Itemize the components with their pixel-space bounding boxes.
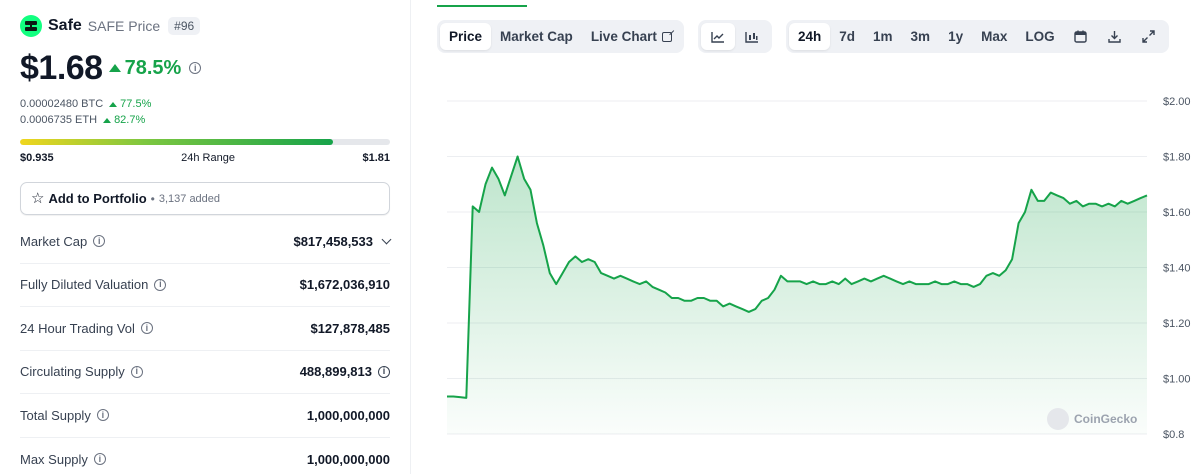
- external-link-icon: [661, 31, 672, 42]
- add-to-portfolio-label: Add to Portfolio: [48, 191, 147, 206]
- stat-value: $1,672,036,910: [299, 277, 390, 293]
- y-tick-label: $1.20: [1163, 318, 1191, 330]
- calendar-icon: [1074, 30, 1087, 43]
- y-tick-label: $1.60: [1163, 207, 1191, 219]
- range-1m[interactable]: 1m: [873, 29, 893, 44]
- chart-panel: Price Market Cap Live Chart 24h 7d 1m 3m…: [410, 0, 1200, 474]
- stat-label: Market Cap: [20, 233, 88, 249]
- btc-change: 77.5%: [109, 98, 151, 110]
- range-label: 24h Range: [181, 152, 235, 164]
- price-chart[interactable]: $2.00 $1.80 $1.60 $1.40 $1.20 $1.00 $0.8: [411, 60, 1200, 474]
- range-bar: [20, 139, 390, 145]
- info-icon[interactable]: i: [93, 453, 106, 466]
- current-price: $1.68: [20, 48, 103, 87]
- price-area-fill: [447, 156, 1147, 434]
- range-high: $1.81: [362, 152, 390, 164]
- up-arrow-icon: [103, 117, 112, 123]
- fullscreen-button[interactable]: [1132, 23, 1166, 50]
- stat-label: Circulating Supply: [20, 364, 125, 380]
- stat-value: $817,458,533: [293, 233, 373, 249]
- stat-label: Fully Diluted Valuation: [20, 277, 149, 293]
- btc-price: 0.00002480 BTC: [20, 98, 104, 110]
- coingecko-logo-icon: [1047, 408, 1069, 430]
- price-change-24h: 78.5%: [124, 56, 182, 79]
- eth-conversion: 0.0006735 ETH 82.7%: [20, 114, 145, 126]
- range-max[interactable]: Max: [981, 29, 1008, 44]
- download-button[interactable]: [1098, 23, 1132, 50]
- y-tick-label: $1.40: [1163, 263, 1191, 275]
- btc-conversion: 0.00002480 BTC 77.5%: [20, 98, 151, 110]
- y-tick-label: $1.00: [1163, 374, 1191, 386]
- info-icon[interactable]: i: [189, 62, 202, 74]
- range-labels: $0.935 24h Range $1.81: [20, 152, 390, 164]
- stat-value: 1,000,000,000: [306, 407, 390, 423]
- rank-badge: #96: [168, 17, 201, 35]
- stat-value: $127,878,485: [310, 320, 390, 336]
- stat-value: 1,000,000,000: [306, 451, 390, 467]
- view-toggle-group: Price Market Cap Live Chart: [437, 20, 684, 53]
- tab-live-chart[interactable]: Live Chart: [582, 23, 681, 50]
- info-icon[interactable]: i: [140, 322, 153, 335]
- stat-label: 24 Hour Trading Vol: [20, 320, 135, 336]
- range-7d[interactable]: 7d: [839, 29, 856, 44]
- coingecko-watermark: CoinGecko: [1047, 408, 1137, 430]
- time-range-group: 24h 7d 1m 3m 1y Max LOG: [786, 20, 1169, 53]
- active-tab-indicator: [437, 5, 527, 7]
- coin-summary-panel: Safe SAFE Price #96 $1.68 78.5% i 0.0000…: [0, 0, 410, 474]
- range-1y[interactable]: 1y: [948, 29, 964, 44]
- stat-value: 488,899,813: [299, 364, 372, 380]
- coin-symbol-label: SAFE Price: [87, 18, 161, 34]
- info-icon[interactable]: i: [154, 278, 167, 291]
- line-chart-button[interactable]: [701, 23, 735, 50]
- log-scale-toggle[interactable]: LOG: [1025, 29, 1055, 44]
- stat-label: Max Supply: [20, 451, 88, 467]
- price-series-line: [447, 155, 1148, 399]
- y-tick-label: $2.00: [1163, 96, 1191, 108]
- portfolio-separator: •: [150, 191, 155, 206]
- coin-header: Safe SAFE Price #96: [20, 14, 201, 38]
- tab-price[interactable]: Price: [440, 23, 492, 50]
- live-chart-label: Live Chart: [590, 29, 657, 44]
- safe-logo-icon: [20, 15, 42, 37]
- y-tick-label: $0.8: [1163, 429, 1184, 441]
- range-3m[interactable]: 3m: [910, 29, 931, 44]
- stat-row-market-cap: Market Cap i $817,458,533: [20, 220, 392, 264]
- chart-type-group: [698, 20, 772, 53]
- stat-row-circulating-supply: Circulating Supply i 488,899,813 i: [20, 351, 390, 394]
- eth-price: 0.0006735 ETH: [20, 114, 98, 126]
- add-to-portfolio-button[interactable]: ☆ Add to Portfolio • 3,137 added: [20, 182, 390, 215]
- stat-row-trading-vol: 24 Hour Trading Vol i $127,878,485: [20, 307, 390, 351]
- portfolio-count: 3,137 added: [158, 192, 221, 205]
- stats-table: Market Cap i $817,458,533 Fully Diluted V…: [20, 220, 392, 474]
- candlestick-icon: [745, 31, 758, 43]
- tab-market-cap[interactable]: Market Cap: [500, 29, 573, 44]
- info-icon[interactable]: i: [96, 409, 109, 422]
- line-chart-icon: [711, 31, 724, 43]
- stat-label: Total Supply: [20, 407, 91, 423]
- range-bar-fill: [20, 139, 334, 145]
- stat-row-max-supply: Max Supply i 1,000,000,000: [20, 438, 390, 474]
- info-icon[interactable]: i: [130, 365, 143, 378]
- eth-change: 82.7%: [103, 114, 145, 126]
- y-tick-label: $1.80: [1163, 152, 1191, 164]
- info-icon[interactable]: i: [378, 365, 390, 378]
- calendar-button[interactable]: [1064, 23, 1098, 50]
- stat-row-total-supply: Total Supply i 1,000,000,000: [20, 394, 390, 438]
- btc-change-value: 77.5%: [120, 98, 152, 110]
- range-low: $0.935: [20, 152, 54, 164]
- chevron-down-icon[interactable]: [381, 234, 392, 245]
- eth-change-value: 82.7%: [114, 114, 146, 126]
- watermark-text: CoinGecko: [1074, 412, 1138, 426]
- coin-name: Safe: [48, 17, 82, 34]
- up-arrow-icon: [108, 64, 121, 72]
- candlestick-button[interactable]: [735, 23, 769, 50]
- stat-row-fdv: Fully Diluted Valuation i $1,672,036,910: [20, 264, 390, 307]
- up-arrow-icon: [109, 101, 118, 107]
- info-icon[interactable]: i: [93, 235, 106, 248]
- price-row: $1.68 78.5% i: [20, 48, 202, 88]
- star-icon: ☆: [31, 190, 45, 207]
- range-24h[interactable]: 24h: [789, 23, 831, 50]
- fullscreen-icon: [1142, 30, 1155, 43]
- download-icon: [1108, 31, 1121, 43]
